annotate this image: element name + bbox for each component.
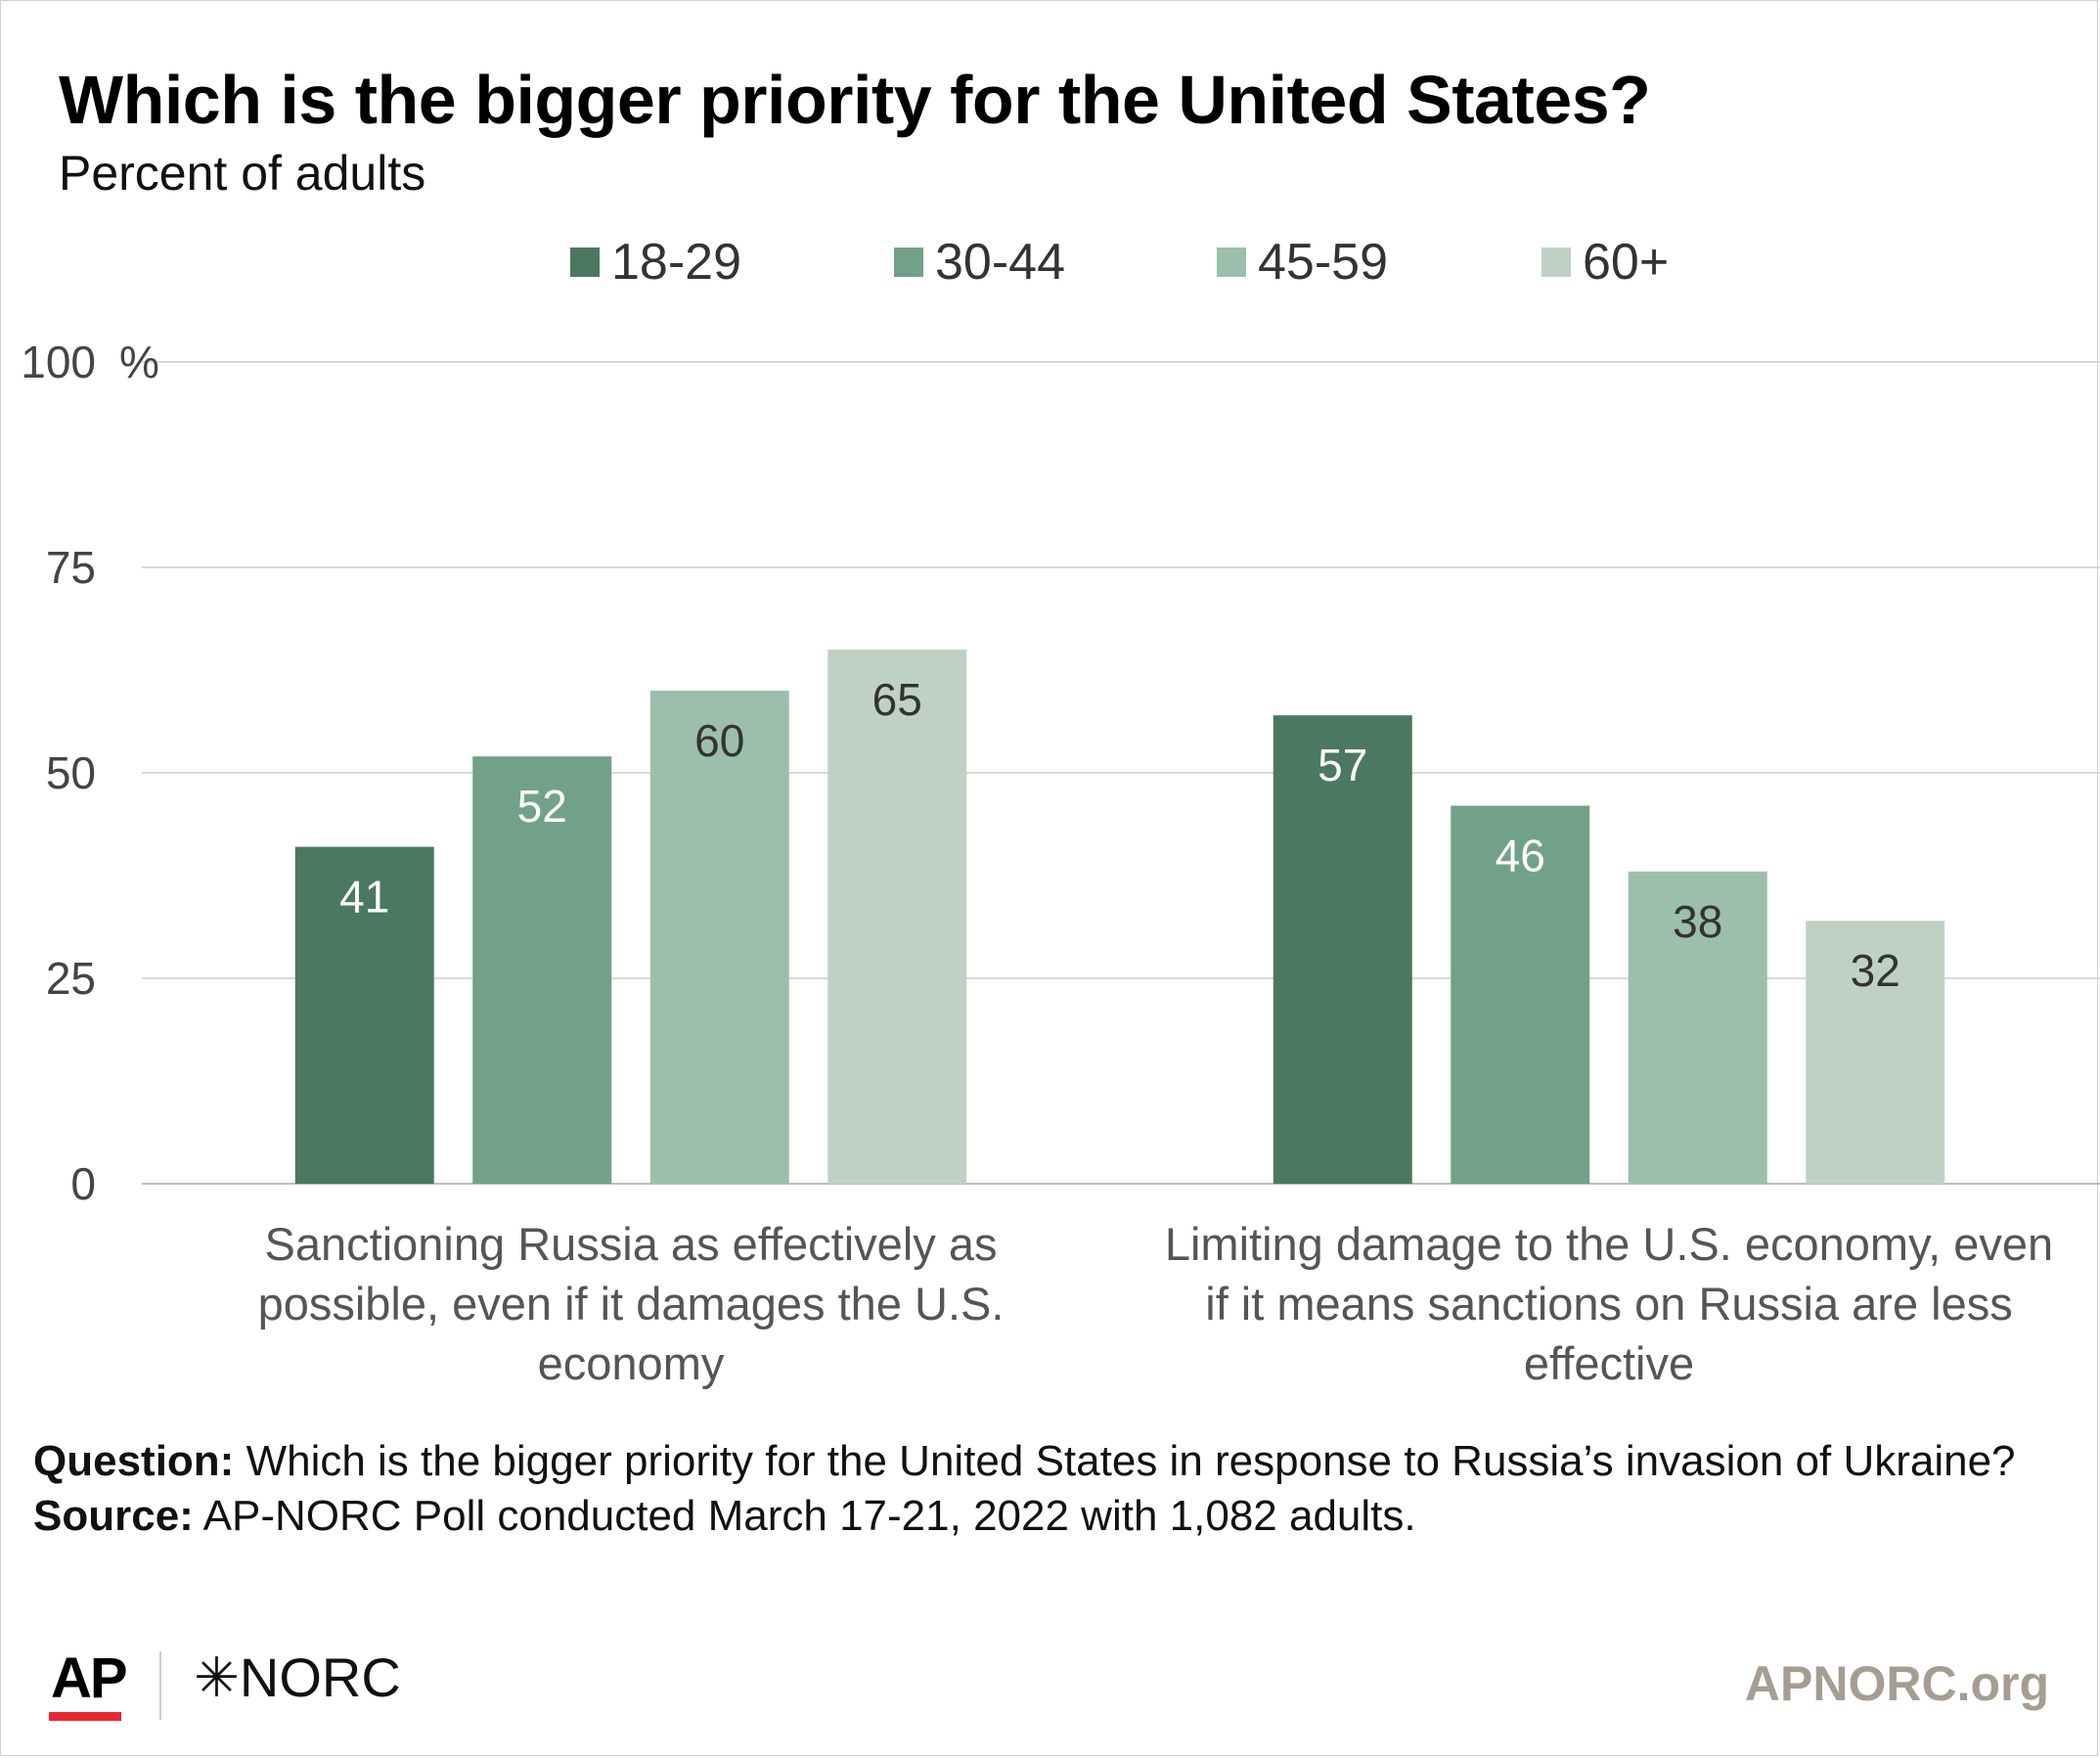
y-tick-label: 25 xyxy=(46,953,96,1004)
chart-title: Which is the bigger priority for the Uni… xyxy=(59,62,1651,138)
x-category-label: Limiting damage to the U.S. economy, eve… xyxy=(1165,1218,2053,1270)
legend-swatch xyxy=(1541,248,1571,277)
bar xyxy=(1806,921,1945,1184)
bar xyxy=(1273,715,1412,1184)
data-label: 41 xyxy=(339,872,389,923)
footnote: Question: Which is the bigger priority f… xyxy=(33,1434,2068,1544)
data-label: 57 xyxy=(1318,740,1367,790)
y-tick-label: 75 xyxy=(46,542,96,593)
chart-subtitle: Percent of adults xyxy=(59,146,426,201)
bar-chart: 0 25 50 75 100 % 41 57 52 46 60 38 65 32 Sanctioning R… xyxy=(21,337,2100,1389)
legend-swatch xyxy=(570,248,600,277)
question-note: Question: Which is the bigger priority f… xyxy=(33,1434,2068,1489)
source-label: Source: xyxy=(33,1492,194,1540)
x-category-label: if it means sanctions on Russia are less xyxy=(1205,1278,2012,1330)
data-label: 60 xyxy=(694,715,744,766)
y-tick-label: 50 xyxy=(46,747,96,798)
ap-logo-underline xyxy=(49,1712,121,1721)
source-text: AP-NORC Poll conducted March 17-21, 2022… xyxy=(202,1492,1416,1540)
legend-label: 18-29 xyxy=(611,234,741,291)
bar xyxy=(827,650,967,1184)
data-label: 32 xyxy=(1851,945,1900,996)
y-tick-label: 100 xyxy=(21,337,96,387)
logo-divider xyxy=(159,1651,161,1720)
norc-logo: ✳NORC xyxy=(194,1646,401,1708)
x-category-label: possible, even if it damages the U.S. xyxy=(258,1278,1005,1330)
ap-logo: AP xyxy=(51,1646,128,1710)
source-note: Source: AP-NORC Poll conducted March 17-… xyxy=(33,1489,2068,1544)
bar xyxy=(1451,805,1590,1184)
bar xyxy=(1628,871,1767,1184)
bar xyxy=(294,846,434,1184)
legend-label: 60+ xyxy=(1583,234,1670,291)
website-link[interactable]: APNORC.org xyxy=(1744,1656,2049,1711)
bar xyxy=(472,756,612,1184)
legend-label: 45-59 xyxy=(1258,234,1388,291)
data-label: 65 xyxy=(872,674,922,725)
legend-swatch xyxy=(1217,248,1246,277)
y-tick-label: 0 xyxy=(70,1158,96,1209)
data-label: 52 xyxy=(517,781,567,832)
legend: 18-29 30-44 45-59 60+ xyxy=(0,233,2100,292)
y-axis-unit: % xyxy=(119,337,159,387)
data-label: 38 xyxy=(1673,896,1722,947)
x-category-label: Sanctioning Russia as effectively as xyxy=(265,1218,998,1270)
legend-item: 18-29 xyxy=(570,233,741,292)
legend-item: 45-59 xyxy=(1217,233,1388,292)
legend-item: 60+ xyxy=(1541,233,1669,292)
x-category-label: effective xyxy=(1524,1337,1694,1389)
legend-swatch xyxy=(894,248,923,277)
bar xyxy=(649,691,789,1184)
x-category-label: economy xyxy=(538,1337,725,1389)
legend-label: 30-44 xyxy=(935,234,1065,291)
question-text: Which is the bigger priority for the Uni… xyxy=(246,1437,2016,1485)
question-label: Question: xyxy=(33,1437,235,1485)
data-label: 46 xyxy=(1496,831,1545,881)
legend-item: 30-44 xyxy=(894,233,1065,292)
